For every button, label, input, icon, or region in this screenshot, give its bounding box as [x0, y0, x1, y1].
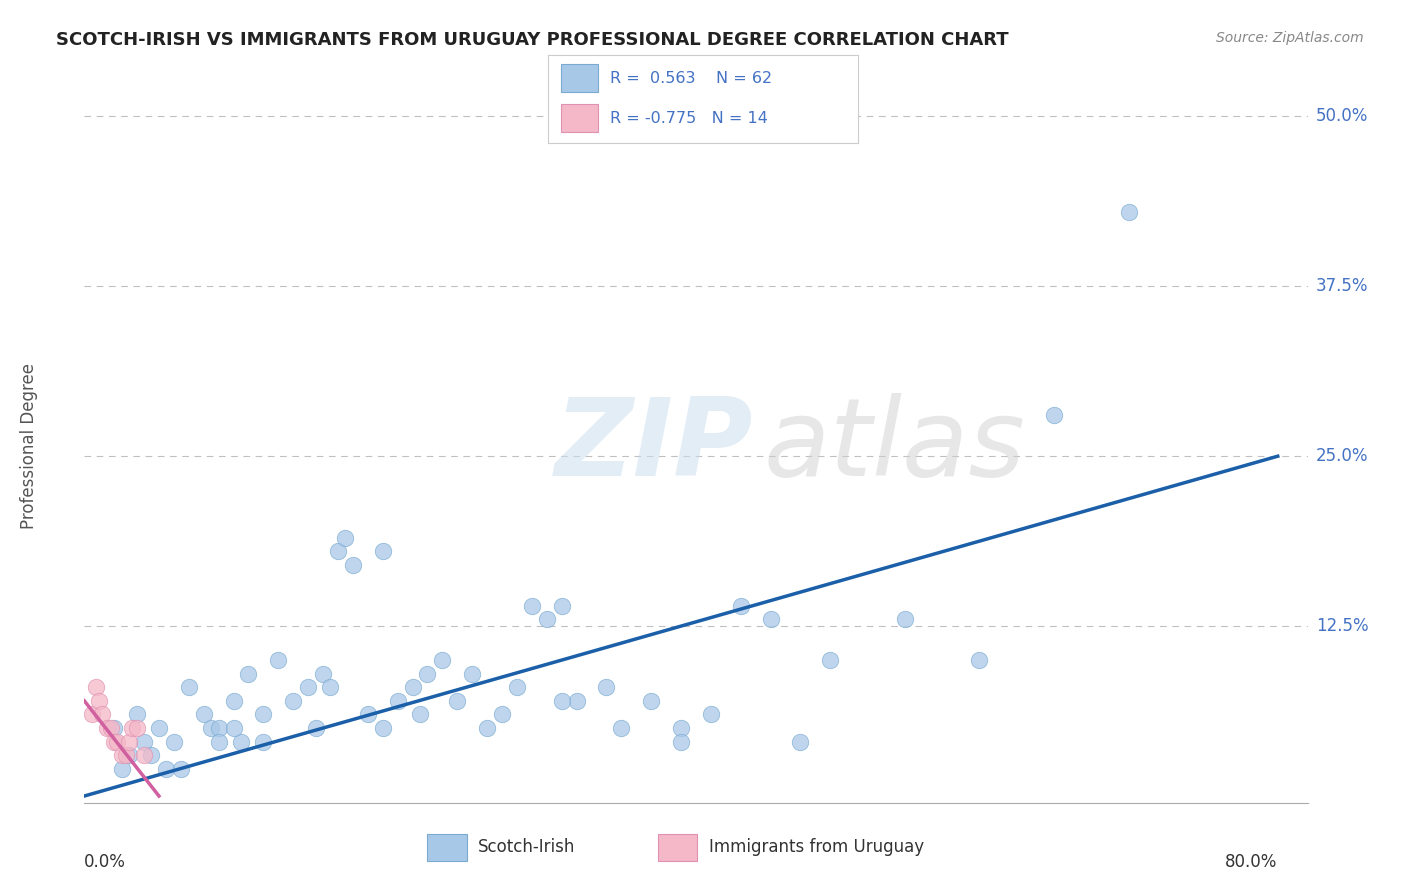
Point	[222, 721, 245, 735]
Point	[610, 721, 633, 735]
Point	[125, 721, 148, 735]
Point	[416, 666, 439, 681]
Point	[207, 721, 229, 735]
Point	[357, 707, 380, 722]
Point	[818, 653, 841, 667]
Text: SCOTCH-IRISH VS IMMIGRANTS FROM URUGUAY PROFESSIONAL DEGREE CORRELATION CHART: SCOTCH-IRISH VS IMMIGRANTS FROM URUGUAY …	[56, 31, 1010, 49]
Text: 12.5%: 12.5%	[1316, 617, 1368, 635]
Point	[409, 707, 432, 722]
Point	[475, 721, 498, 735]
Point	[229, 734, 252, 748]
Text: ZIP: ZIP	[555, 393, 754, 499]
Text: R = -0.775   N = 14: R = -0.775 N = 14	[610, 111, 768, 126]
Point	[565, 694, 588, 708]
Point	[111, 748, 134, 763]
Point	[252, 734, 274, 748]
Point	[335, 531, 357, 545]
Point	[121, 721, 143, 735]
Point	[132, 748, 155, 763]
Point	[222, 694, 245, 708]
Point	[252, 707, 274, 722]
Point	[118, 734, 141, 748]
Point	[304, 721, 326, 735]
Point	[105, 734, 128, 748]
Text: 0.0%: 0.0%	[84, 853, 127, 871]
Point	[91, 707, 114, 722]
Text: atlas: atlas	[763, 393, 1025, 499]
Point	[536, 612, 558, 626]
Point	[155, 762, 177, 776]
Text: 37.5%: 37.5%	[1316, 277, 1368, 295]
Point	[551, 599, 574, 613]
Point	[401, 680, 423, 694]
Text: 50.0%: 50.0%	[1316, 107, 1368, 126]
Point	[894, 612, 917, 626]
Point	[96, 721, 118, 735]
Text: Professional Degree: Professional Degree	[20, 363, 38, 529]
Point	[200, 721, 222, 735]
Point	[342, 558, 364, 572]
Text: 25.0%: 25.0%	[1316, 447, 1368, 466]
Point	[170, 762, 193, 776]
Point	[789, 734, 811, 748]
Bar	[427, 834, 467, 861]
Point	[148, 721, 170, 735]
Point	[1043, 409, 1066, 423]
Bar	[561, 64, 598, 92]
Bar	[561, 104, 598, 132]
Point	[312, 666, 335, 681]
Point	[969, 653, 991, 667]
Point	[267, 653, 290, 667]
Point	[193, 707, 215, 722]
Point	[111, 762, 134, 776]
Point	[640, 694, 662, 708]
Point	[100, 721, 122, 735]
Text: 80.0%: 80.0%	[1226, 853, 1278, 871]
Point	[669, 734, 692, 748]
Point	[432, 653, 454, 667]
Point	[551, 694, 574, 708]
Point	[103, 721, 125, 735]
Point	[387, 694, 409, 708]
Point	[125, 707, 148, 722]
Point	[297, 680, 319, 694]
Point	[163, 734, 186, 748]
Point	[371, 721, 394, 735]
Point	[759, 612, 782, 626]
Point	[371, 544, 394, 558]
Point	[491, 707, 513, 722]
Point	[669, 721, 692, 735]
Point	[141, 748, 163, 763]
Point	[80, 707, 103, 722]
Point	[115, 748, 138, 763]
Point	[132, 734, 155, 748]
Bar	[658, 834, 697, 861]
Point	[283, 694, 305, 708]
Point	[700, 707, 723, 722]
Point	[319, 680, 342, 694]
Point	[103, 734, 125, 748]
Point	[446, 694, 468, 708]
Point	[1118, 204, 1140, 219]
Point	[118, 748, 141, 763]
Text: Source: ZipAtlas.com: Source: ZipAtlas.com	[1216, 31, 1364, 45]
Point	[89, 694, 111, 708]
Point	[207, 734, 229, 748]
Point	[595, 680, 617, 694]
Point	[326, 544, 349, 558]
Point	[730, 599, 752, 613]
Text: R =  0.563    N = 62: R = 0.563 N = 62	[610, 70, 772, 86]
Point	[177, 680, 200, 694]
Point	[238, 666, 260, 681]
Point	[520, 599, 543, 613]
Point	[506, 680, 529, 694]
Text: Scotch-Irish: Scotch-Irish	[478, 838, 575, 856]
Point	[461, 666, 484, 681]
Text: Immigrants from Uruguay: Immigrants from Uruguay	[709, 838, 924, 856]
Point	[84, 680, 107, 694]
